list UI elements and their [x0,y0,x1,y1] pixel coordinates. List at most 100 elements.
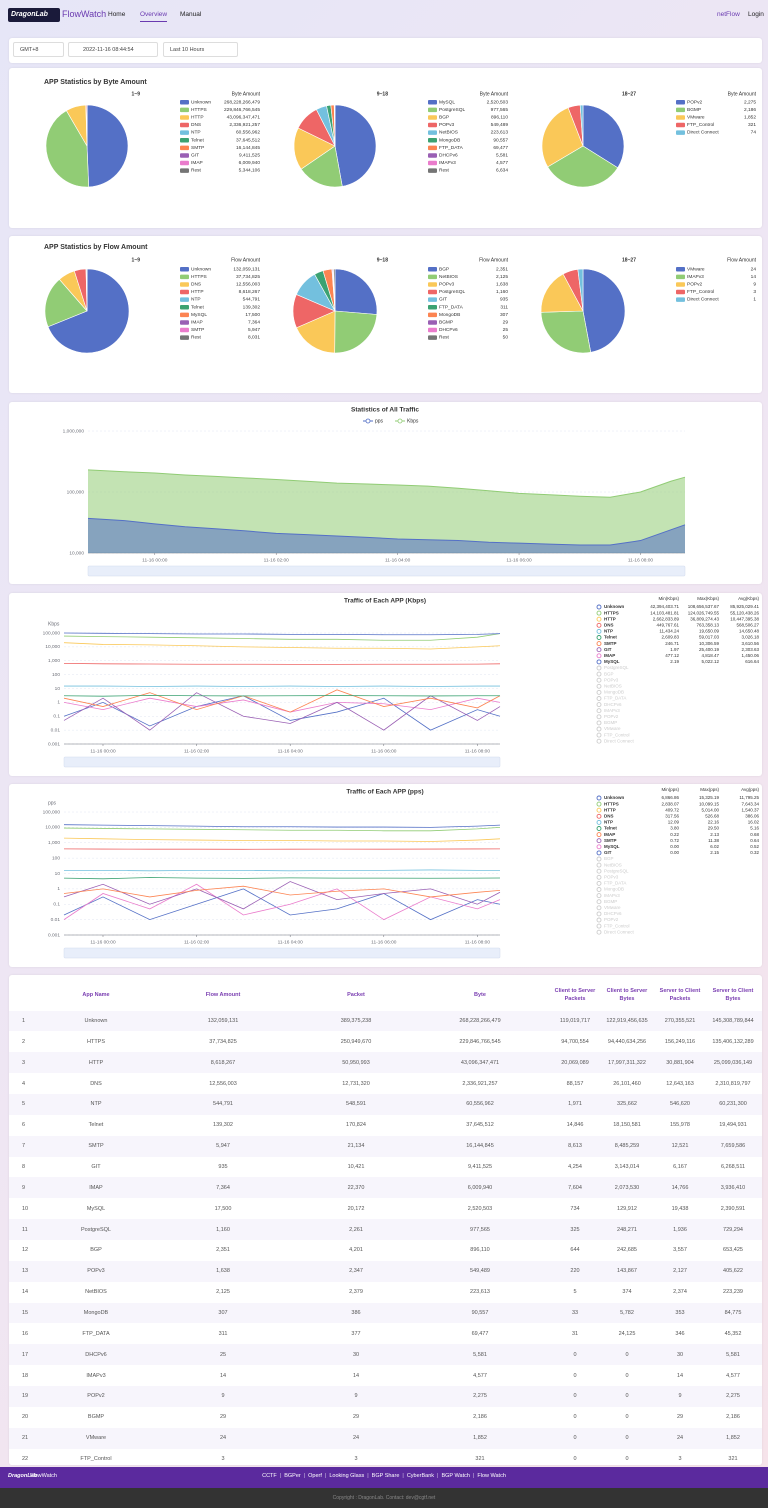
table-cell: 94,700,554 [561,1038,589,1045]
legend-value: 896,110 [491,114,508,120]
y-tick-label: 1,000,000 [63,428,85,434]
legend-label: MongoDB [439,312,460,318]
user-menu[interactable]: netFlow [717,11,740,18]
table-cell: 69,477 [471,1330,489,1337]
table-cell: 8 [22,1164,26,1171]
legend-swatch [428,107,437,113]
table-cell: 2,347 [349,1268,363,1275]
table-cell: 37,734,825 [209,1038,237,1045]
brand-logo[interactable]: DragonLab [8,8,60,22]
table-cell: 16,144,845 [466,1143,494,1150]
table-cell: 9 [678,1393,682,1400]
y-tick-label: 1,000 [48,840,60,846]
nav-link[interactable]: Home [108,11,126,18]
table-row [9,1073,762,1095]
legend-stat: 2,609.83 [661,635,679,640]
column-header[interactable]: Flow Amount [205,992,241,998]
datetime-picker[interactable]: 2022-11-16 08:44:54 [68,42,158,57]
legend-stat: 4,818.47 [701,653,719,658]
table-row [9,1344,762,1366]
timezone-select[interactable]: GMT+8 [13,42,64,57]
footer-link[interactable]: BGP Share [371,1473,400,1479]
legend-label: MongoDB [439,137,460,143]
chart-title: Traffic of Each APP (Kbps) [344,598,426,605]
footer-link[interactable]: CyberBank [406,1473,435,1479]
pie-slice [540,273,584,313]
legend-swatch [180,115,189,120]
column-header[interactable]: Client to Server Packets [554,988,596,1002]
footer-link[interactable]: Flow Watch [477,1473,506,1479]
x-tick-label: 11-16 02:00 [184,939,210,945]
legend-icon [397,418,403,424]
footer-link[interactable]: CCTF [262,1473,277,1479]
table-cell: 2,261 [349,1226,363,1233]
table-row [9,1031,762,1053]
legend-label: Direct Connect [604,738,635,743]
legend-swatch [180,138,189,143]
footer-link[interactable]: BGPer [284,1473,301,1479]
legend-icon [596,899,602,905]
legend-label: POPv2 [604,714,619,719]
legend-icon [596,604,602,610]
legend-value: 37,645,512 [236,137,260,143]
pie-card: APP Statistics by Byte Amount 1~9 Byte Amo… [9,68,762,228]
table-cell: 19,494,931 [719,1122,747,1129]
table-cell: 145,308,789,844 [712,1018,754,1024]
table-row [9,1114,762,1136]
legend-stat: 85,925,029.41 [730,604,759,609]
legend-value: 2,336,921,257 [229,122,260,128]
y-tick-label: 10 [55,871,61,877]
table-cell: 9 [221,1393,225,1400]
table-cell: 0 [573,1351,577,1358]
separator: | [279,1473,282,1479]
legend-label: MySQL [191,312,207,318]
legend-stat: 1,540.37 [741,807,759,812]
legend-swatch [428,145,437,151]
footer-link[interactable]: Operf [308,1473,322,1479]
table-cell: 12,731,320 [342,1080,370,1087]
footer-link[interactable]: Looking Glass [329,1473,365,1479]
column-header[interactable]: Byte [474,992,486,998]
legend-stat: 6,866.86 [661,795,679,800]
legend-stat: 108,656,537.67 [688,604,720,609]
legend-icon [596,665,602,671]
legend-value: 43,096,347,471 [227,114,261,120]
column-header[interactable]: Client to Server Bytes [606,988,648,1002]
legend-swatch [180,168,189,173]
legend-stat: 2,662,833.89 [653,616,680,621]
legend-icon [596,671,602,677]
column-header[interactable]: Server to Client Bytes [712,988,754,1002]
table-cell: 139,302 [213,1122,233,1129]
table-cell: GIT [91,1164,101,1171]
x-tick-label: 11-16 00:00 [90,939,116,945]
range-select[interactable]: Last 10 Hours [163,42,238,57]
legend-label: HTTP [604,616,616,621]
legend-value: 132,059,131 [233,266,260,272]
legend-icon [365,418,371,424]
table-cell: FTP_Control [80,1456,112,1463]
table-row [9,1094,762,1115]
legend-label: Telnet [604,635,617,640]
legend-label: FTP_DATA [439,145,464,151]
legend-label: GIT [191,152,199,158]
app-table: App Name Flow Amount Packet Byte Client to S… [9,975,762,1465]
footer-link[interactable]: BGP Watch [441,1473,470,1479]
table-row [9,1260,762,1282]
nav-link[interactable]: Overview [140,11,168,22]
legend-value: 7,364 [248,319,260,325]
login-link[interactable]: Login [748,11,764,18]
table-cell: 29 [352,1414,360,1421]
column-header[interactable]: Packet [347,992,365,998]
column-header[interactable]: Server to Client Packets [659,988,701,1002]
table-cell: 1 [22,1018,26,1024]
table-cell: 8,485,259 [614,1143,640,1150]
range: Last 10 Hours [170,47,205,53]
legend-header: Flow Amount [479,257,509,263]
table-row [9,1427,762,1449]
legend-label: IMAPv3 [439,160,456,166]
legend-value: 5,581 [496,152,508,158]
table-cell: 26,101,460 [613,1080,641,1087]
nav-link[interactable]: Manual [180,11,202,18]
column-header[interactable]: App Name [82,992,110,998]
pie-chart: APP Statistics by Byte Amount 1~9 Byte Amo… [44,79,757,188]
